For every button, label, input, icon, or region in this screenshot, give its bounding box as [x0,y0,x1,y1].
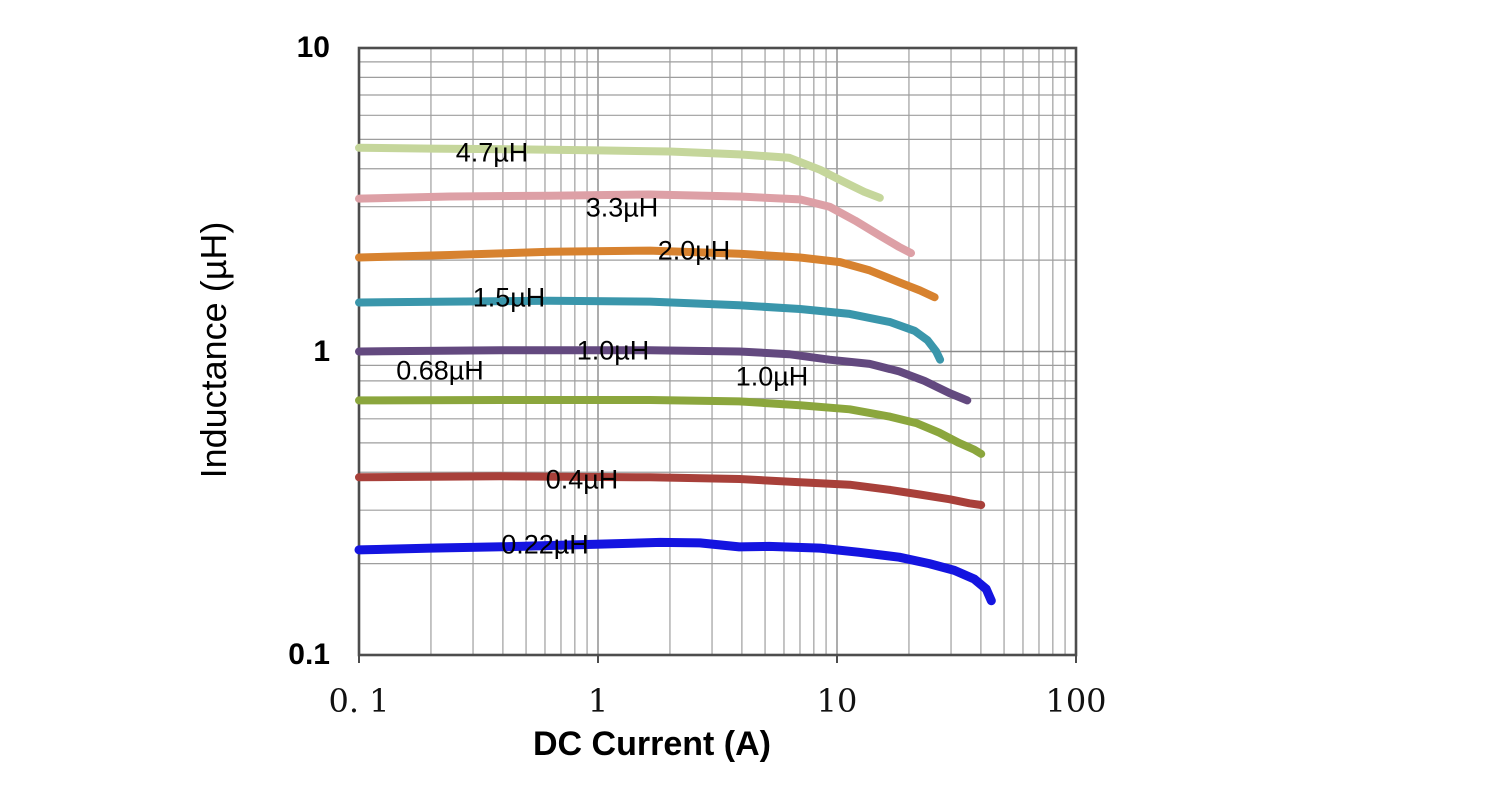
curve-label-8: 0.22µH [501,529,589,560]
curve-4.7uH [355,143,884,202]
y-tick-label-1: 1 [313,334,330,368]
curve-label-1: 3.3µH [585,192,659,223]
x-tick-label-10: 10 [816,682,858,720]
curve-0.4uH [355,472,986,509]
y-axis-title: Inductance (µH) [193,221,234,479]
curve-1.5uH [355,296,945,364]
y-tick-label-0.1: 0.1 [288,638,330,671]
y-tick-label-10: 10 [296,31,330,64]
curve-0.68uH [355,396,986,458]
curve-label-3: 1.5µH [472,282,546,313]
x-tick-label-1: 1 [587,682,609,720]
curve-label-4: 1.0µH [576,335,650,366]
curve-label-5: 0.68µH [396,355,484,386]
curve-2.0uH [355,246,939,302]
x-tick-label-0.1: 0. 1 [328,682,390,720]
curve-0.22uH [354,537,996,606]
curve-1.0uH [355,346,972,405]
curve-label-2: 2.0µH [657,235,731,266]
curve-label-7: 0.4µH [545,464,619,495]
x-tick-label-100: 100 [1045,682,1107,720]
x-axis-title: DC Current (A) [533,725,771,763]
curve-label-0: 4.7µH [455,137,529,168]
curve-3.3uH [355,190,915,258]
curve-label-6: 1.0µH [735,361,809,392]
